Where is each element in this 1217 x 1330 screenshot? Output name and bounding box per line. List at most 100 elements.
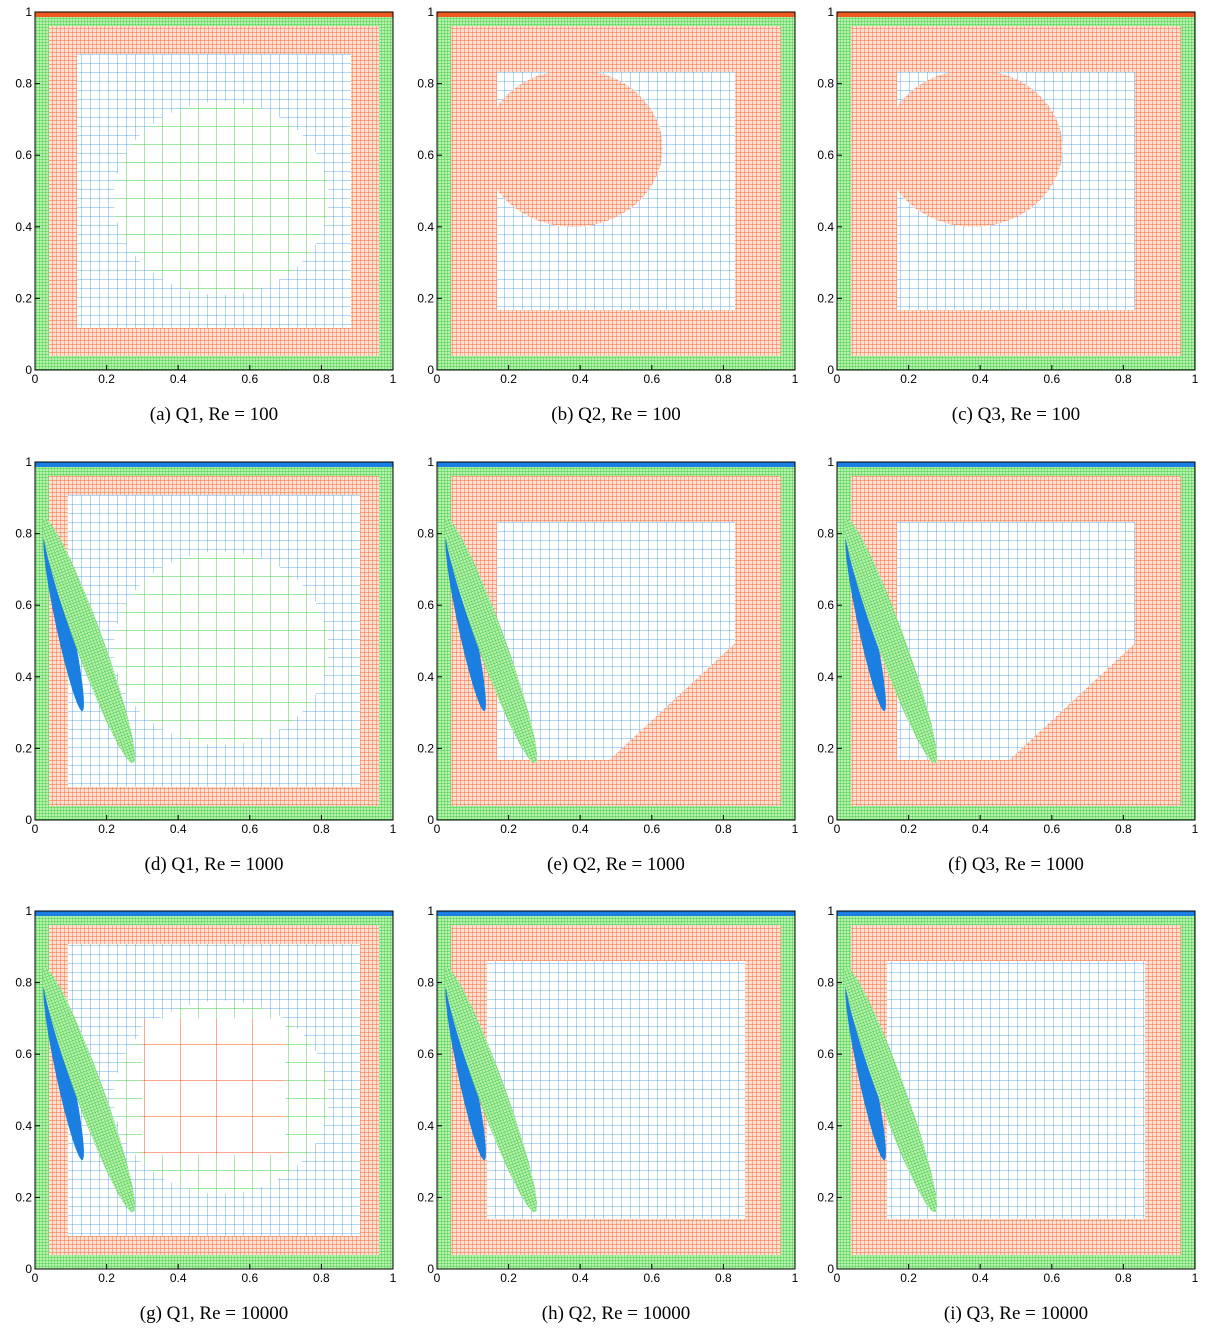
y-tick-label: 0.8 [15,527,32,541]
y-tick-label: 0.4 [15,220,32,234]
plot-frame [436,910,796,1270]
x-tick-label: 0.4 [170,822,187,836]
y-tick-label: 0 [427,363,434,377]
y-tick-label: 1 [427,455,434,469]
y-tick-label: 1 [427,904,434,918]
mesh-blob [944,587,1195,820]
x-tick-label: 0 [834,822,841,836]
y-tick-label: 0 [427,813,434,827]
mesh [837,911,1195,1269]
mesh [437,12,795,370]
caption: (e) Q2, Re = 1000 [547,854,685,875]
plot-frame [436,461,796,821]
mesh-vortex-band [844,518,938,764]
y-tick-label: 0.6 [15,1047,32,1061]
y-tick-label: 1 [827,5,834,19]
x-tick-label: 0.4 [972,372,989,386]
x-tick-label: 0.6 [1043,372,1060,386]
y-tick-label: 0.2 [15,291,32,305]
y-tick-label: 0.2 [15,1190,32,1204]
x-tick-label: 1 [390,1271,397,1285]
x-tick-label: 0.4 [572,372,589,386]
y-tick-label: 0 [25,1262,32,1276]
x-tick-label: 0.4 [972,822,989,836]
x-tick-label: 0.2 [900,372,917,386]
y-tick-label: 0.6 [15,598,32,612]
x-tick-label: 0.2 [900,1271,917,1285]
panel: 0 0.2 0.4 0.6 0.8 1 0 0.2 0.4 0.6 0.8 1 (g) Q1, Re =… [15,904,396,1324]
x-tick-label: 0.6 [1043,1271,1060,1285]
y-tick-label: 0.2 [15,741,32,755]
y-tick-label: 0.2 [417,291,434,305]
y-tick-label: 0.2 [817,1190,834,1204]
y-tick-label: 0.4 [817,670,834,684]
caption: (g) Q1, Re = 10000 [140,1303,288,1324]
mesh-top [837,462,1195,467]
mesh-vortex [445,535,486,712]
x-tick-label: 1 [1192,822,1199,836]
mesh-blob [544,587,795,820]
x-tick-label: 0.8 [715,372,732,386]
x-tick-label: 0.8 [1115,372,1132,386]
x-tick-label: 0 [434,822,441,836]
y-tick-label: 0.6 [417,598,434,612]
x-tick-label: 0.8 [313,372,330,386]
y-tick-label: 0.4 [417,670,434,684]
plot-frame [436,11,796,371]
mesh-coarse [113,101,329,295]
x-tick-label: 0.4 [572,822,589,836]
panel: 0 0.2 0.4 0.6 0.8 1 0 0.2 0.4 0.6 0.8 1 (b) Q2, Re =… [417,5,798,425]
x-tick-label: 0 [834,1271,841,1285]
mesh-top [837,911,1195,916]
mesh [35,12,393,370]
caption: (f) Q3, Re = 1000 [948,854,1084,875]
y-tick-label: 0.2 [817,741,834,755]
x-tick-label: 0.2 [98,372,115,386]
panel: 0 0.2 0.4 0.6 0.8 1 0 0.2 0.4 0.6 0.8 1 (a) Q1, Re =… [15,5,396,425]
caption: (i) Q3, Re = 10000 [944,1303,1088,1324]
caption: (a) Q1, Re = 100 [150,404,278,425]
y-tick-label: 1 [25,455,32,469]
x-tick-label: 0.4 [572,1271,589,1285]
mesh-blob [483,69,663,227]
y-tick-label: 0.6 [817,1047,834,1061]
y-tick-label: 0.8 [15,77,32,91]
x-tick-label: 0.6 [1043,822,1060,836]
x-tick-label: 0.2 [500,372,517,386]
mesh-vortex-band [444,518,538,764]
y-tick-label: 1 [827,455,834,469]
y-tick-label: 0.8 [817,976,834,990]
y-tick-label: 0.4 [417,220,434,234]
panel: 0 0.2 0.4 0.6 0.8 1 0 0.2 0.4 0.6 0.8 1 (h) Q2, Re =… [417,904,798,1324]
x-tick-label: 1 [792,822,799,836]
x-tick-label: 0.6 [643,372,660,386]
mesh-top [437,462,795,467]
y-tick-label: 0 [427,1262,434,1276]
panel: 0 0.2 0.4 0.6 0.8 1 0 0.2 0.4 0.6 0.8 1 (e) Q2, Re =… [417,455,798,875]
mesh-top [837,12,1195,17]
y-tick-label: 0.4 [817,1119,834,1133]
y-tick-label: 0.6 [417,1047,434,1061]
x-tick-label: 0.2 [900,822,917,836]
x-tick-label: 1 [390,372,397,386]
x-tick-label: 0.2 [500,822,517,836]
panel: 0 0.2 0.4 0.6 0.8 1 0 0.2 0.4 0.6 0.8 1 (i) Q3, Re =… [817,904,1198,1324]
x-tick-label: 0.6 [643,822,660,836]
mesh [837,12,1195,370]
y-tick-label: 0.6 [817,598,834,612]
mesh-vortex-band [844,967,938,1213]
plot-frame [836,11,1196,371]
y-tick-label: 0 [827,813,834,827]
y-tick-label: 0.4 [417,1119,434,1133]
panel: 0 0.2 0.4 0.6 0.8 1 0 0.2 0.4 0.6 0.8 1 (c) Q3, Re =… [817,5,1198,425]
mesh-vortex [43,535,84,712]
mesh-vortex-band [42,967,136,1213]
mesh [437,462,795,820]
panel: 0 0.2 0.4 0.6 0.8 1 0 0.2 0.4 0.6 0.8 1 (d) Q1, Re =… [15,455,396,875]
x-tick-label: 1 [792,1271,799,1285]
x-tick-label: 0.8 [1115,822,1132,836]
y-tick-label: 0.4 [15,1119,32,1133]
mesh-vortex [845,984,886,1161]
x-tick-label: 0 [32,822,39,836]
